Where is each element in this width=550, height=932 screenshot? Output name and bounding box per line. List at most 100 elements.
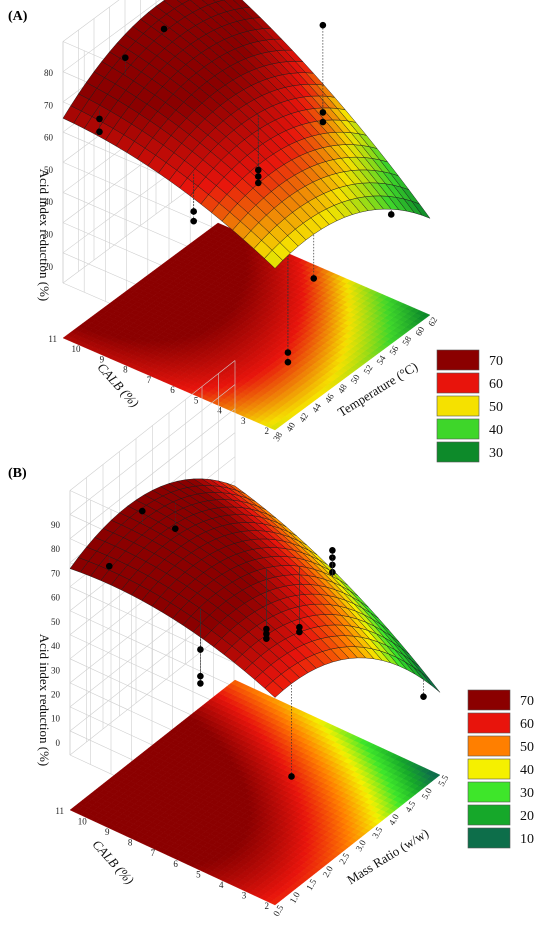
legend-label: 40: [520, 763, 534, 778]
observed-points: [105, 503, 427, 780]
data-point: [197, 672, 204, 680]
z-tick-label: 30: [51, 665, 61, 675]
response-surface: [62, 0, 431, 269]
legend-swatch: [467, 689, 511, 711]
y-tick-label: 10: [72, 344, 82, 354]
x-tick-label: 60: [413, 324, 426, 337]
x-tick-label: 44: [310, 401, 323, 414]
legend-label: 50: [520, 740, 534, 755]
z-tick-label: 80: [44, 68, 54, 78]
data-point: [138, 507, 146, 515]
data-point: [296, 623, 303, 631]
legend-label: 20: [520, 809, 534, 824]
panel-b: (B)01020304050607080902345678910110.51.0…: [8, 360, 534, 918]
z-tick-label: 60: [44, 133, 54, 143]
y-tick-label: 3: [242, 890, 247, 900]
legend-label: 60: [489, 377, 503, 392]
legend-swatch: [436, 441, 480, 463]
z-axis-title: Acid index reduction (%): [37, 169, 52, 301]
y-tick-label: 7: [151, 848, 156, 858]
data-point: [105, 562, 113, 570]
y-tick-label: 11: [48, 334, 57, 344]
data-point: [96, 128, 103, 136]
data-point: [263, 625, 270, 633]
z-tick-label: 40: [51, 641, 61, 651]
response-surface: [69, 478, 441, 698]
y-tick-label: 11: [55, 806, 64, 816]
y-tick-label: 8: [128, 838, 133, 848]
x-tick-label: 40: [284, 420, 297, 433]
x-tick-label: 42: [297, 411, 310, 424]
y-tick-label: 8: [123, 365, 128, 375]
y-tick-label: 6: [173, 859, 178, 869]
legend: 70 60 50 40 30 20 10: [467, 689, 534, 849]
data-point: [296, 628, 303, 636]
legend-label: 10: [520, 832, 534, 847]
z-axis: 20 30 40 50 60 70 80: [44, 68, 54, 272]
z-tick-label: 60: [51, 593, 61, 603]
y-tick-label: 9: [105, 827, 110, 837]
y-tick-label: 4: [217, 406, 222, 416]
legend-label: 60: [520, 717, 534, 732]
y-tick-label: 5: [196, 869, 201, 879]
z-tick-label: 20: [44, 262, 54, 272]
data-point: [319, 118, 327, 126]
z-tick-label: 50: [51, 617, 61, 627]
legend-swatch: [436, 349, 480, 371]
y-tick-label: 2: [265, 901, 270, 911]
panel-label: (B): [8, 466, 27, 481]
legend: 70 60 50 40 30: [436, 349, 503, 463]
data-point: [96, 115, 103, 123]
z-tick-label: 70: [44, 100, 54, 110]
x-tick-label: 46: [323, 391, 336, 404]
data-point: [387, 211, 395, 218]
data-point: [122, 54, 129, 62]
data-point: [310, 275, 318, 282]
z-tick-label: 90: [51, 520, 61, 530]
data-point: [263, 635, 270, 642]
legend-label: 50: [489, 400, 503, 415]
y-tick-label: 4: [219, 880, 224, 890]
panel-a: (A)2030405060708023456789101138404244464…: [8, 0, 503, 463]
data-point: [288, 773, 295, 780]
data-point: [197, 646, 204, 653]
x-tick-label: 54: [374, 353, 387, 366]
data-point: [319, 21, 327, 29]
legend-swatch: [436, 372, 480, 394]
contour-floor: [69, 679, 441, 906]
data-point: [190, 217, 197, 225]
legend-label: 70: [520, 694, 534, 709]
x-tick-label: 56: [387, 344, 400, 357]
legend-label: 30: [520, 786, 534, 801]
z-tick-label: 20: [51, 689, 61, 699]
y-axis: 2 3 4 5 6 7 8 9 10 11: [48, 334, 269, 436]
data-point: [263, 630, 270, 638]
legend-swatch: [467, 735, 511, 757]
data-point: [284, 349, 292, 356]
legend-swatch: [467, 758, 511, 780]
data-point: [284, 358, 292, 366]
y-tick-label: 7: [147, 375, 152, 385]
y-tick-label: 3: [241, 416, 246, 426]
legend-swatch: [467, 827, 511, 849]
x-tick-label: 38: [271, 430, 284, 443]
z-tick-label: 30: [44, 230, 54, 240]
legend-swatch: [467, 804, 511, 826]
y-tick-label: 9: [100, 354, 105, 364]
z-tick-label: 10: [51, 714, 61, 724]
legend-label: 30: [489, 446, 503, 461]
z-tick-label: 50: [44, 165, 54, 175]
y-tick-label: 5: [194, 395, 199, 405]
legend-swatch: [436, 395, 480, 417]
data-point: [190, 208, 197, 215]
x-tick-label: 50: [349, 372, 362, 385]
x-tick-label: 48: [336, 382, 349, 395]
data-point: [420, 693, 427, 700]
z-tick-label: 0: [56, 738, 61, 748]
y-tick-label: 2: [265, 426, 270, 436]
data-point: [254, 179, 262, 187]
legend-label: 40: [489, 423, 503, 438]
observed-points: [96, 21, 395, 366]
x-tick-label: 0.5: [271, 903, 286, 918]
